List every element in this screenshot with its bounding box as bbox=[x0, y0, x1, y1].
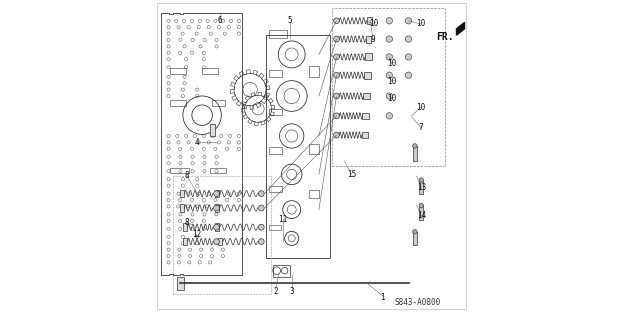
Circle shape bbox=[419, 178, 424, 182]
Bar bbox=[412, 146, 417, 161]
Text: 1: 1 bbox=[381, 293, 385, 302]
Text: 8: 8 bbox=[185, 172, 189, 180]
Bar bbox=[269, 225, 281, 230]
Circle shape bbox=[405, 72, 412, 78]
Circle shape bbox=[334, 54, 339, 60]
Text: 5: 5 bbox=[288, 16, 292, 25]
Circle shape bbox=[412, 144, 417, 148]
Bar bbox=[419, 180, 423, 194]
Bar bbox=[419, 206, 423, 220]
Circle shape bbox=[405, 18, 412, 24]
Circle shape bbox=[405, 54, 412, 60]
Text: 10: 10 bbox=[388, 94, 396, 103]
Text: 9: 9 bbox=[371, 36, 376, 44]
Circle shape bbox=[334, 72, 339, 78]
Circle shape bbox=[419, 204, 424, 208]
Circle shape bbox=[334, 113, 339, 119]
Bar bbox=[309, 144, 319, 154]
Bar bbox=[363, 93, 370, 99]
Bar bbox=[202, 68, 218, 74]
Text: S843-A0800: S843-A0800 bbox=[394, 298, 441, 307]
Bar bbox=[180, 190, 184, 197]
Bar bbox=[365, 53, 372, 60]
Text: 10: 10 bbox=[388, 77, 396, 86]
Circle shape bbox=[334, 132, 339, 138]
Circle shape bbox=[258, 224, 264, 230]
Bar bbox=[170, 68, 186, 74]
Circle shape bbox=[386, 54, 392, 60]
Circle shape bbox=[334, 36, 339, 42]
Bar bbox=[367, 17, 372, 24]
Circle shape bbox=[386, 113, 392, 119]
Circle shape bbox=[334, 18, 339, 24]
Circle shape bbox=[214, 191, 219, 196]
Text: 8: 8 bbox=[185, 218, 189, 227]
Text: FR.: FR. bbox=[436, 32, 453, 42]
Text: 7: 7 bbox=[419, 124, 424, 132]
Bar bbox=[269, 30, 287, 38]
Circle shape bbox=[214, 224, 219, 230]
Circle shape bbox=[258, 205, 264, 211]
Circle shape bbox=[412, 229, 417, 234]
Circle shape bbox=[334, 93, 339, 99]
Bar bbox=[366, 36, 371, 43]
Circle shape bbox=[386, 36, 392, 42]
Bar bbox=[210, 168, 226, 173]
Text: 10: 10 bbox=[416, 20, 425, 28]
Bar bbox=[413, 232, 417, 245]
Text: 10: 10 bbox=[388, 60, 396, 68]
Bar bbox=[364, 72, 371, 79]
Text: 11: 11 bbox=[278, 215, 288, 224]
Bar bbox=[309, 66, 319, 77]
Bar bbox=[332, 8, 445, 166]
Bar bbox=[183, 223, 187, 231]
Bar bbox=[215, 190, 219, 197]
Text: 2: 2 bbox=[273, 287, 278, 296]
Text: 10: 10 bbox=[369, 20, 378, 28]
Bar bbox=[362, 132, 368, 138]
Bar bbox=[215, 223, 219, 231]
Bar bbox=[215, 204, 219, 212]
Bar bbox=[173, 176, 271, 294]
Circle shape bbox=[258, 191, 264, 196]
Bar bbox=[212, 100, 224, 106]
Bar bbox=[218, 238, 222, 245]
Bar bbox=[183, 238, 187, 245]
Bar bbox=[266, 35, 330, 258]
Circle shape bbox=[214, 239, 219, 244]
Bar bbox=[272, 265, 290, 277]
Bar bbox=[309, 190, 319, 198]
Text: 10: 10 bbox=[416, 103, 425, 112]
Text: 13: 13 bbox=[417, 183, 426, 192]
Text: 14: 14 bbox=[417, 212, 426, 220]
Bar bbox=[210, 124, 214, 136]
Bar bbox=[269, 109, 282, 115]
Circle shape bbox=[386, 93, 392, 99]
Text: 4: 4 bbox=[194, 138, 199, 147]
Bar bbox=[180, 204, 184, 212]
Circle shape bbox=[386, 72, 392, 78]
Bar bbox=[176, 277, 184, 290]
Bar bbox=[269, 70, 282, 77]
Circle shape bbox=[386, 18, 392, 24]
Circle shape bbox=[405, 36, 412, 42]
Bar bbox=[269, 147, 282, 154]
Bar bbox=[362, 113, 369, 119]
Polygon shape bbox=[456, 22, 464, 35]
Circle shape bbox=[214, 205, 219, 211]
Text: 3: 3 bbox=[289, 287, 294, 296]
Circle shape bbox=[258, 239, 264, 244]
Text: 6: 6 bbox=[217, 16, 222, 25]
Bar bbox=[170, 100, 186, 106]
Bar bbox=[170, 168, 189, 173]
Bar bbox=[269, 186, 282, 192]
Text: 12: 12 bbox=[192, 230, 201, 239]
Text: 15: 15 bbox=[347, 170, 356, 179]
